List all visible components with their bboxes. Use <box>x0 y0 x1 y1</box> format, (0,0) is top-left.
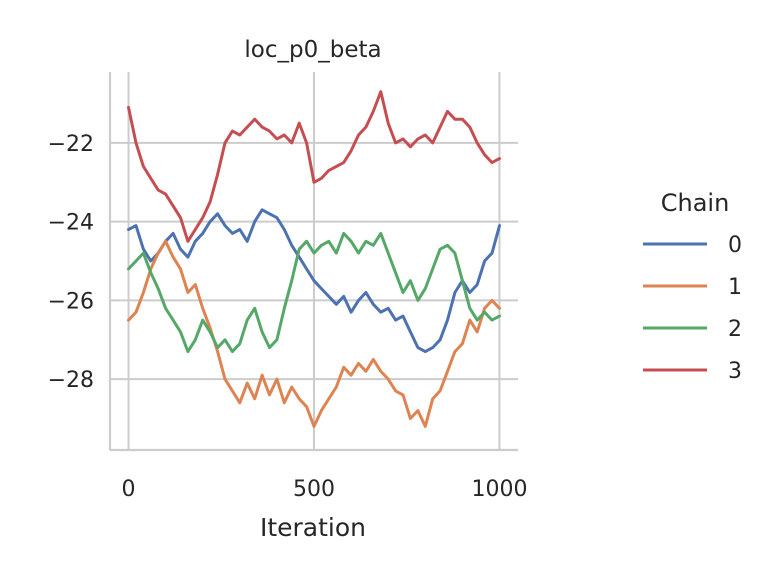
y-tick-label: −28 <box>48 368 94 393</box>
x-tick-label: 500 <box>293 477 335 502</box>
y-tick-labels: −22 −24 −26 −28 <box>48 132 94 393</box>
legend-label-0: 0 <box>728 233 742 258</box>
x-axis-label: Iteration <box>260 513 366 542</box>
legend: Chain 0 1 2 3 <box>643 189 742 384</box>
chart-title: loc_p0_beta <box>244 37 381 63</box>
y-tick-label: −26 <box>48 289 94 314</box>
x-tick-label: 1000 <box>471 477 527 502</box>
series-line-2 <box>127 231 501 354</box>
grid-lines <box>110 72 518 450</box>
x-tick-labels: 0 500 1000 <box>122 477 528 502</box>
legend-label-3: 3 <box>728 359 742 384</box>
y-tick-label: −24 <box>48 211 94 236</box>
series-line-0 <box>127 208 501 354</box>
legend-title: Chain <box>661 189 730 217</box>
series-line-3 <box>127 90 501 243</box>
axes <box>108 72 518 452</box>
series-line-1 <box>127 239 501 428</box>
x-tick-label: 0 <box>122 477 136 502</box>
legend-label-1: 1 <box>728 275 742 300</box>
legend-label-2: 2 <box>728 317 742 342</box>
y-tick-label: −22 <box>48 132 94 157</box>
series-lines <box>127 90 501 428</box>
